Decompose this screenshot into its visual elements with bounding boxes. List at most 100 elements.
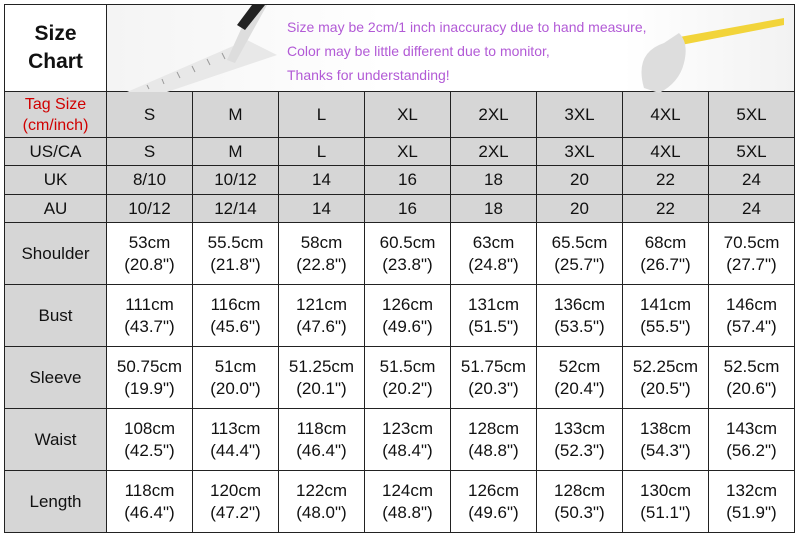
inch-value: (48.8")	[382, 502, 433, 522]
row-label: UK	[4, 165, 107, 195]
inch-value: (51.1")	[640, 502, 691, 522]
row-label: Bust	[4, 284, 107, 347]
measure-cell: 116cm (45.6")	[192, 284, 279, 347]
size-cell: 3XL	[536, 91, 623, 138]
tag-size-row: Tag Size (cm/inch) S M L XL 2XL 3XL 4XL …	[4, 91, 795, 138]
cm-value: 52.25cm	[632, 356, 699, 376]
measure-cell: 52cm (20.4")	[536, 346, 623, 409]
cm-value: 51.5cm	[379, 356, 436, 376]
measure-cell: 126cm (49.6")	[364, 284, 451, 347]
size-cell: S	[106, 91, 193, 138]
cm-value: 118cm	[124, 480, 175, 500]
cm-value: 52.5cm	[723, 356, 780, 376]
inch-value: (21.8")	[210, 254, 261, 274]
cm-value: 116cm	[210, 294, 261, 314]
size-cell: XL	[364, 91, 451, 138]
cm-value: 55.5cm	[207, 232, 264, 252]
size-value: 16	[364, 165, 451, 195]
hand-tape-measure-image	[641, 18, 784, 93]
inch-value: (54.3")	[640, 440, 691, 460]
measure-cell: 108cm (42.5")	[106, 408, 193, 471]
inch-value: (48.4")	[382, 440, 433, 460]
inch-value: (22.8")	[296, 254, 347, 274]
measure-cell: 122cm (48.0")	[278, 470, 365, 533]
size-value: L	[278, 137, 365, 166]
note-line: Size may be 2cm/1 inch inaccuracy due to…	[287, 19, 647, 35]
inch-value: (51.5")	[468, 316, 519, 336]
measurement-row: Waist 108cm (42.5") 113cm (44.4") 118cm (46.4"…	[4, 408, 795, 471]
cm-value: 146cm	[725, 294, 778, 314]
size-value: 24	[708, 194, 795, 223]
size-value: 24	[708, 165, 795, 195]
size-value: 18	[450, 165, 537, 195]
measure-cell: 124cm (48.8")	[364, 470, 451, 533]
measure-cell: 111cm (43.7")	[106, 284, 193, 347]
inch-value: (51.9")	[726, 502, 777, 522]
inch-value: (43.7")	[124, 316, 175, 336]
size-cell: 4XL	[622, 91, 709, 138]
size-value: 16	[364, 194, 451, 223]
measure-cell: 52.25cm (20.5")	[622, 346, 709, 409]
inch-value: (25.7")	[554, 254, 605, 274]
inch-value: (48.8")	[468, 440, 519, 460]
inch-value: (57.4")	[726, 316, 777, 336]
measurement-row: Length 118cm (46.4") 120cm (47.2") 122cm (48.0…	[4, 470, 795, 533]
inch-value: (55.5")	[640, 316, 691, 336]
cm-value: 70.5cm	[723, 232, 780, 252]
measure-cell: 133cm (52.3")	[536, 408, 623, 471]
cm-value: 128cm	[467, 418, 520, 438]
cm-value: 126cm	[381, 294, 434, 314]
cm-value: 53cm	[128, 232, 171, 252]
size-value: 10/12	[192, 165, 279, 195]
inch-value: (20.8")	[124, 254, 175, 274]
inch-value: (45.6")	[210, 316, 261, 336]
tag-size-label: Tag Size (cm/inch)	[4, 91, 107, 138]
measure-cell: 143cm (56.2")	[708, 408, 795, 471]
measurement-row: Sleeve 50.75cm (19.9") 51cm (20.0") 51.25cm (2…	[4, 346, 795, 409]
measure-cell: 123cm (48.4")	[364, 408, 451, 471]
row-label: Shoulder	[4, 222, 107, 285]
size-value: 20	[536, 165, 623, 195]
cm-value: 128cm	[553, 480, 606, 500]
row-label: Waist	[4, 408, 107, 471]
cm-value: 108cm	[123, 418, 176, 438]
inch-value: (20.6")	[726, 378, 777, 398]
row-label: AU	[4, 194, 107, 223]
cm-value: 60.5cm	[379, 232, 436, 252]
disclaimer-notes: Size may be 2cm/1 inch inaccuracy due to…	[287, 15, 647, 87]
cm-value: 133cm	[553, 418, 606, 438]
inch-value: (49.6")	[382, 316, 433, 336]
cm-value: 52cm	[558, 356, 601, 376]
cm-value: 113cm	[210, 418, 261, 438]
measure-cell: 120cm (47.2")	[192, 470, 279, 533]
inch-value: (24.8")	[468, 254, 519, 274]
measure-cell: 51.5cm (20.2")	[364, 346, 451, 409]
measure-cell: 63cm (24.8")	[450, 222, 537, 285]
banner: Size may be 2cm/1 inch inaccuracy due to…	[106, 4, 795, 93]
measure-cell: 58cm (22.8")	[278, 222, 365, 285]
inch-value: (46.4")	[296, 440, 347, 460]
inch-value: (48.0")	[296, 502, 347, 522]
measure-cell: 55.5cm (21.8")	[192, 222, 279, 285]
note-line: Color may be little different due to mon…	[287, 43, 550, 59]
inch-value: (47.2")	[210, 502, 261, 522]
measurement-row: Bust 111cm (43.7") 116cm (45.6") 121cm (47.6")…	[4, 284, 795, 347]
size-value: 10/12	[106, 194, 193, 223]
size-value: 14	[278, 165, 365, 195]
inch-value: (26.7")	[640, 254, 691, 274]
size-value: 8/10	[106, 165, 193, 195]
size-value: S	[106, 137, 193, 166]
cm-value: 50.75cm	[116, 356, 183, 376]
cm-value: 51.25cm	[288, 356, 355, 376]
inch-value: (42.5")	[124, 440, 175, 460]
size-chart-title: Size Chart	[4, 4, 107, 92]
measure-cell: 146cm (57.4")	[708, 284, 795, 347]
size-cell: L	[278, 91, 365, 138]
measure-cell: 130cm (51.1")	[622, 470, 709, 533]
pencil-ruler-image	[127, 5, 277, 92]
size-value: 20	[536, 194, 623, 223]
size-value: 2XL	[450, 137, 537, 166]
measure-cell: 68cm (26.7")	[622, 222, 709, 285]
measure-cell: 128cm (48.8")	[450, 408, 537, 471]
cm-value: 130cm	[639, 480, 692, 500]
